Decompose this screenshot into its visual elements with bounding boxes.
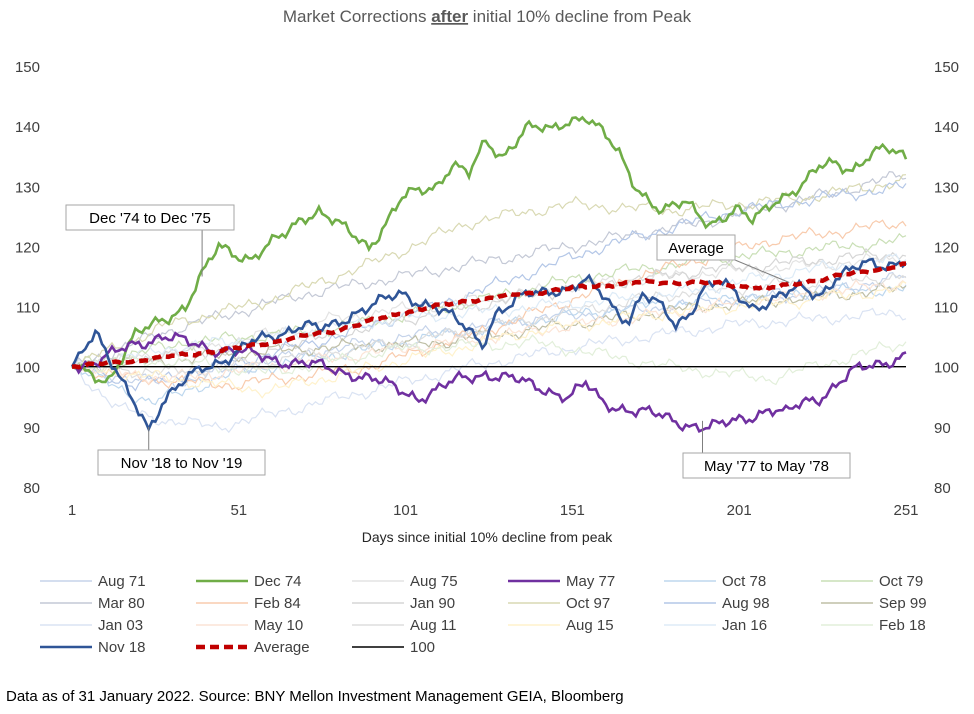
- series-line-oct-97: [71, 174, 907, 371]
- annotation-label: May '77 to May '78: [704, 458, 829, 475]
- chart-title-part: initial 10% decline from Peak: [468, 7, 692, 26]
- legend-item: Feb 84: [196, 595, 301, 612]
- legend-label: Nov 18: [98, 639, 146, 656]
- y-axis-right: 80 90 100 110 120 130 140 150: [934, 59, 959, 497]
- legend-item: May 10: [196, 617, 303, 634]
- legend-item: Jan 03: [40, 617, 143, 634]
- legend-item: Oct 78: [664, 573, 766, 590]
- legend-item: Oct 79: [821, 573, 923, 590]
- legend-item: Jan 16: [664, 617, 767, 634]
- series-line-may-77: [71, 331, 907, 434]
- legend-item: Sep 99: [821, 595, 927, 612]
- legend-item: May 77: [508, 573, 615, 590]
- legend-item: Average: [196, 639, 310, 656]
- legend-label: Sep 99: [879, 595, 927, 612]
- y-tick-label-right: 90: [934, 420, 951, 437]
- series-line-feb-18: [71, 334, 907, 386]
- legend-label: Dec 74: [254, 573, 302, 590]
- chart-title-part: after: [431, 7, 468, 26]
- legend-item: Dec 74: [196, 573, 302, 590]
- y-tick-label-left: 100: [15, 360, 40, 377]
- annotation-label: Average: [668, 240, 724, 257]
- chart-title: Market Corrections after initial 10% dec…: [283, 7, 692, 26]
- legend-label: Aug 11: [410, 617, 456, 634]
- y-tick-label-left: 130: [15, 179, 40, 196]
- legend-item: Oct 97: [508, 595, 610, 612]
- legend-label: Jan 03: [98, 617, 143, 634]
- series-line-aug-15: [71, 280, 907, 399]
- legend-item: Feb 18: [821, 617, 926, 634]
- annotation-label: Nov '18 to Nov '19: [121, 455, 243, 472]
- legend-label: 100: [410, 639, 435, 656]
- y-tick-label-right: 130: [934, 179, 959, 196]
- y-tick-label-left: 140: [15, 119, 40, 136]
- legend-label: Aug 98: [722, 595, 770, 612]
- legend-label: Oct 97: [566, 595, 610, 612]
- y-tick-label-right: 120: [934, 239, 959, 256]
- y-tick-label-right: 80: [934, 480, 951, 497]
- legend-label: May 10: [254, 617, 303, 634]
- series-line-jan-16: [71, 253, 907, 369]
- legend-label: Feb 84: [254, 595, 301, 612]
- legend: Aug 71 Dec 74 Aug 75 May 77 Oct 78 Oct 79 Mar …: [40, 573, 927, 656]
- series-line-aug-71: [71, 272, 907, 390]
- annotation-box: [656, 234, 736, 261]
- y-tick-label-left: 90: [23, 420, 40, 437]
- legend-label: Average: [254, 639, 310, 656]
- legend-label: Jan 16: [722, 617, 767, 634]
- x-tick-label: 151: [560, 502, 585, 519]
- x-tick-label: 251: [893, 502, 918, 519]
- legend-item: Aug 98: [664, 595, 770, 612]
- legend-label: Feb 18: [879, 617, 926, 634]
- annotation-box: [682, 452, 851, 479]
- legend-label: May 77: [566, 573, 615, 590]
- series-line-average: [71, 261, 906, 370]
- x-tick-label: 1: [68, 502, 76, 519]
- legend-item: Mar 80: [40, 595, 145, 612]
- legend-label: Jan 90: [410, 595, 455, 612]
- chart-title-part: Market Corrections: [283, 7, 431, 26]
- y-tick-label-left: 110: [16, 300, 40, 317]
- legend-item: Aug 15: [508, 617, 614, 634]
- legend-label: Aug 75: [410, 573, 458, 590]
- legend-item: Nov 18: [40, 639, 146, 656]
- annotation-layer: Dec '74 to Dec '75 Nov '18 to Nov '19 May …: [65, 204, 851, 479]
- x-tick-label: 201: [727, 502, 752, 519]
- series-line-nov-18: [70, 257, 907, 433]
- legend-item: Jan 90: [352, 595, 455, 612]
- annotation-label: Dec '74 to Dec '75: [89, 210, 211, 227]
- series-line-jan-03: [71, 307, 907, 434]
- x-tick-label: 51: [230, 502, 247, 519]
- legend-item: Aug 71: [40, 573, 146, 590]
- x-axis-label: Days since initial 10% decline from peak: [362, 529, 614, 545]
- legend-item: Aug 11: [352, 617, 456, 634]
- y-tick-label-left: 80: [23, 480, 40, 497]
- y-tick-label-left: 150: [15, 59, 40, 76]
- x-axis: 1 51 101 151 201 251: [68, 502, 919, 519]
- annotation-leader: [734, 259, 790, 283]
- legend-label: Mar 80: [98, 595, 145, 612]
- y-tick-label-right: 100: [934, 360, 959, 377]
- legend-label: Oct 78: [722, 573, 766, 590]
- series-line-dec-74: [71, 115, 908, 385]
- annotation-box: [97, 449, 266, 476]
- legend-label: Oct 79: [879, 573, 923, 590]
- legend-label: Aug 15: [566, 617, 614, 634]
- x-tick-label: 101: [393, 502, 418, 519]
- legend-label: Aug 71: [98, 573, 146, 590]
- y-tick-label-right: 110: [934, 300, 958, 317]
- y-tick-label-right: 150: [934, 59, 959, 76]
- series-line-aug-75: [71, 252, 907, 373]
- annotation-box: [65, 204, 235, 231]
- y-tick-label-left: 120: [15, 239, 40, 256]
- source-footnote: Data as of 31 January 2022. Source: BNY …: [6, 688, 624, 705]
- legend-item: Aug 75: [352, 573, 458, 590]
- legend-item: 100: [352, 639, 435, 656]
- y-axis-left: 80 90 100 110 120 130 140 150: [15, 59, 40, 497]
- series-layer: [70, 115, 908, 434]
- y-tick-label-right: 140: [934, 119, 959, 136]
